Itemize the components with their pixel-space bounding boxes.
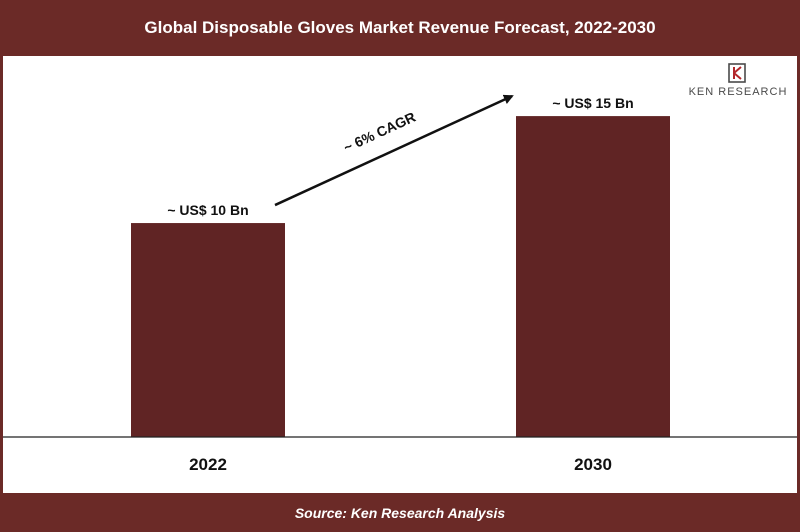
bar-2022 xyxy=(131,223,285,437)
source-note: Source: Ken Research Analysis xyxy=(294,504,506,521)
ken-logo-icon xyxy=(728,63,746,83)
bar-chart: ~ US$ 10 Bn 2022 ~ US$ 15 Bn 2030 ~ 6% CAGR xyxy=(3,94,797,474)
ken-research-logo: KEN RESEARCH xyxy=(682,62,794,102)
x-tick-label-2022: 2022 xyxy=(189,455,227,474)
chart-title: Global Disposable Gloves Market Revenue … xyxy=(144,18,656,37)
cagr-arrow xyxy=(274,94,514,207)
logo-wordmark: KEN RESEARCH xyxy=(688,86,788,98)
plot-area: ~ US$ 10 Bn 2022 ~ US$ 15 Bn 2030 ~ 6% CAGR xyxy=(3,56,797,493)
data-label-2030: ~ US$ 15 Bn xyxy=(552,95,633,111)
bar-2030 xyxy=(516,116,670,437)
x-tick-label-2030: 2030 xyxy=(574,455,612,474)
cagr-annotation: ~ 6% CAGR xyxy=(341,109,418,156)
data-label-2022: ~ US$ 10 Bn xyxy=(167,202,248,218)
